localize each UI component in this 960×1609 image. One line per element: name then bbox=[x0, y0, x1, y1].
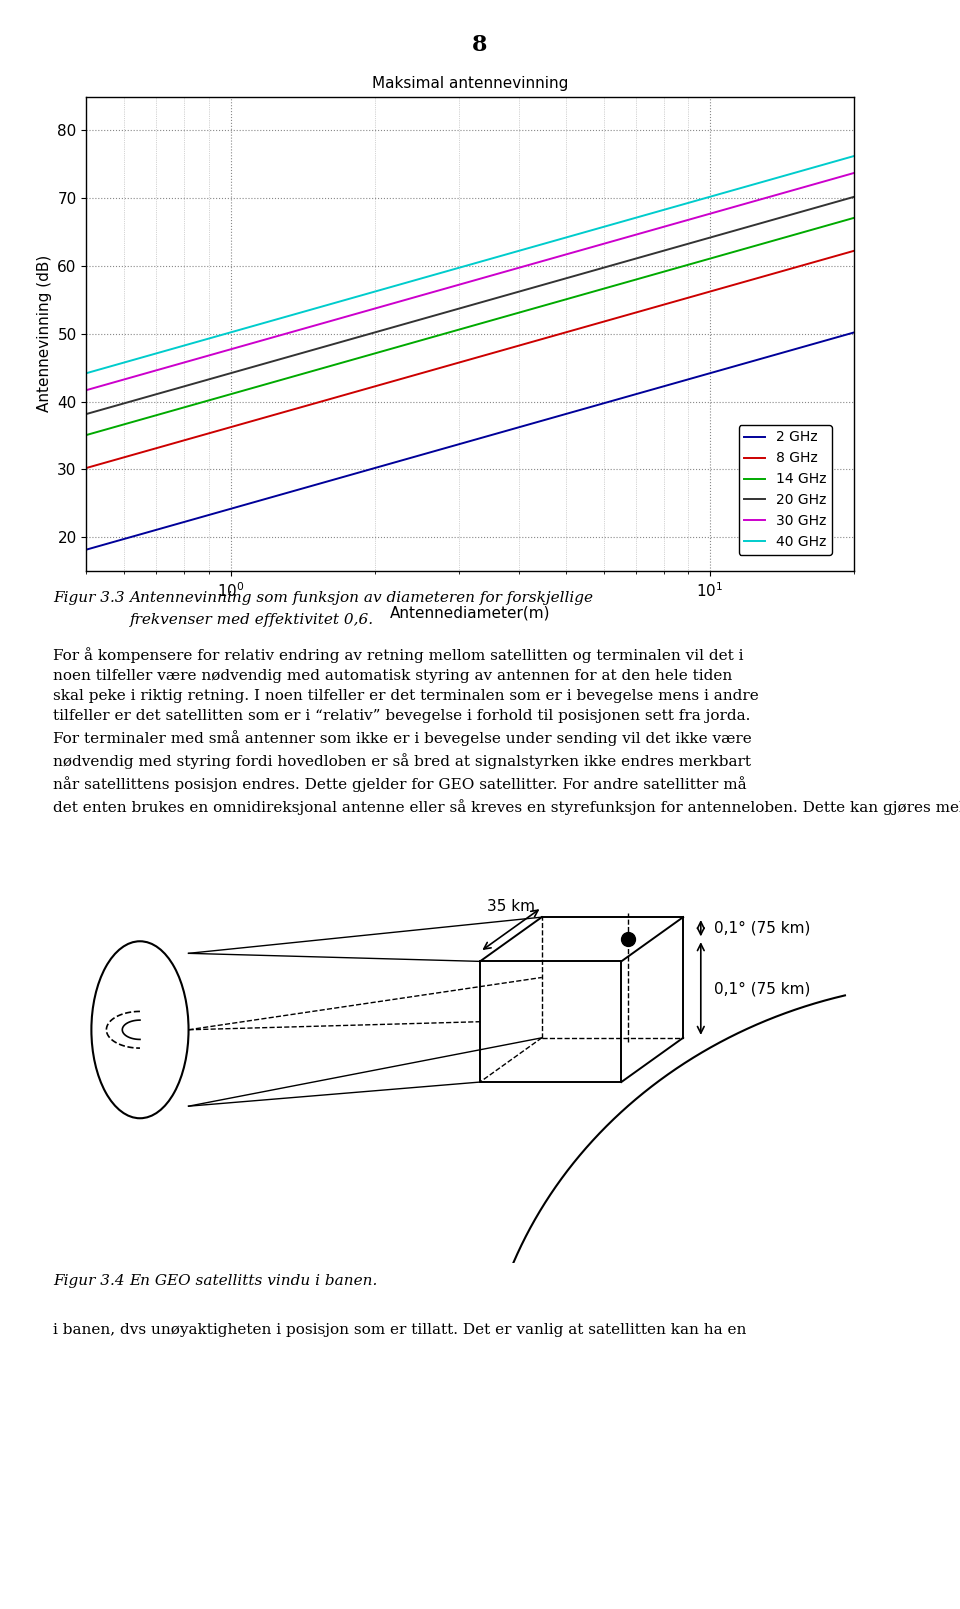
30 GHz bbox=[849, 163, 860, 182]
40 GHz bbox=[777, 167, 788, 187]
40 GHz bbox=[536, 235, 547, 254]
Text: frekvenser med effektivitet 0,6.: frekvenser med effektivitet 0,6. bbox=[130, 613, 373, 628]
Line: 2 GHz: 2 GHz bbox=[86, 333, 854, 550]
Title: Maksimal antennevinning: Maksimal antennevinning bbox=[372, 76, 568, 92]
Text: 0,1° (75 km): 0,1° (75 km) bbox=[714, 920, 810, 936]
8 GHz bbox=[551, 325, 563, 344]
8 GHz bbox=[538, 328, 549, 348]
Line: 14 GHz: 14 GHz bbox=[86, 217, 854, 434]
2 GHz bbox=[84, 539, 95, 558]
X-axis label: Antennediameter(m): Antennediameter(m) bbox=[390, 605, 551, 619]
20 GHz bbox=[551, 272, 563, 291]
Text: En GEO satellitts vindu i banen.: En GEO satellitts vindu i banen. bbox=[130, 1274, 378, 1289]
2 GHz bbox=[81, 541, 92, 560]
20 GHz bbox=[81, 404, 92, 423]
Text: Antennevinning som funksjon av diameteren for forskjellige: Antennevinning som funksjon av diametere… bbox=[130, 591, 593, 605]
Line: 8 GHz: 8 GHz bbox=[86, 251, 854, 468]
14 GHz bbox=[84, 425, 95, 444]
30 GHz bbox=[84, 380, 95, 399]
14 GHz bbox=[728, 243, 739, 262]
14 GHz bbox=[538, 296, 549, 315]
8 GHz bbox=[84, 457, 95, 476]
20 GHz bbox=[849, 187, 860, 206]
20 GHz bbox=[777, 208, 788, 227]
14 GHz bbox=[849, 208, 860, 227]
8 GHz bbox=[728, 275, 739, 294]
14 GHz bbox=[777, 228, 788, 248]
30 GHz bbox=[551, 248, 563, 267]
Line: 20 GHz: 20 GHz bbox=[86, 196, 854, 414]
2 GHz bbox=[538, 410, 549, 430]
Text: 35 km: 35 km bbox=[487, 898, 535, 914]
30 GHz bbox=[536, 253, 547, 272]
8 GHz bbox=[81, 459, 92, 478]
2 GHz bbox=[551, 407, 563, 426]
Text: 0,1° (75 km): 0,1° (75 km) bbox=[714, 981, 810, 996]
20 GHz bbox=[538, 275, 549, 294]
14 GHz bbox=[536, 296, 547, 315]
20 GHz bbox=[536, 275, 547, 294]
Line: 40 GHz: 40 GHz bbox=[86, 156, 854, 373]
30 GHz bbox=[81, 380, 92, 399]
8 GHz bbox=[536, 330, 547, 349]
30 GHz bbox=[777, 183, 788, 203]
20 GHz bbox=[84, 404, 95, 423]
40 GHz bbox=[551, 230, 563, 249]
Text: Figur 3.4: Figur 3.4 bbox=[53, 1274, 125, 1289]
40 GHz bbox=[81, 364, 92, 383]
2 GHz bbox=[849, 323, 860, 343]
Y-axis label: Antennevinning (dB): Antennevinning (dB) bbox=[36, 256, 52, 412]
14 GHz bbox=[81, 425, 92, 444]
20 GHz bbox=[728, 220, 739, 240]
Line: 30 GHz: 30 GHz bbox=[86, 172, 854, 389]
30 GHz bbox=[728, 198, 739, 217]
14 GHz bbox=[551, 293, 563, 312]
Text: 8: 8 bbox=[472, 34, 488, 56]
30 GHz bbox=[538, 251, 549, 270]
2 GHz bbox=[777, 343, 788, 362]
40 GHz bbox=[849, 146, 860, 166]
Text: i banen, dvs unøyaktigheten i posisjon som er tillatt. Det er vanlig at satellit: i banen, dvs unøyaktigheten i posisjon s… bbox=[53, 1323, 746, 1337]
Text: Figur 3.3: Figur 3.3 bbox=[53, 591, 125, 605]
2 GHz bbox=[536, 412, 547, 431]
40 GHz bbox=[728, 180, 739, 200]
Text: For å kompensere for relativ endring av retning mellom satellitten og terminalen: For å kompensere for relativ endring av … bbox=[53, 647, 960, 814]
Legend: 2 GHz, 8 GHz, 14 GHz, 20 GHz, 30 GHz, 40 GHz: 2 GHz, 8 GHz, 14 GHz, 20 GHz, 30 GHz, 40… bbox=[738, 425, 832, 555]
8 GHz bbox=[849, 241, 860, 261]
40 GHz bbox=[84, 362, 95, 381]
2 GHz bbox=[728, 357, 739, 377]
40 GHz bbox=[538, 235, 549, 254]
8 GHz bbox=[777, 261, 788, 280]
